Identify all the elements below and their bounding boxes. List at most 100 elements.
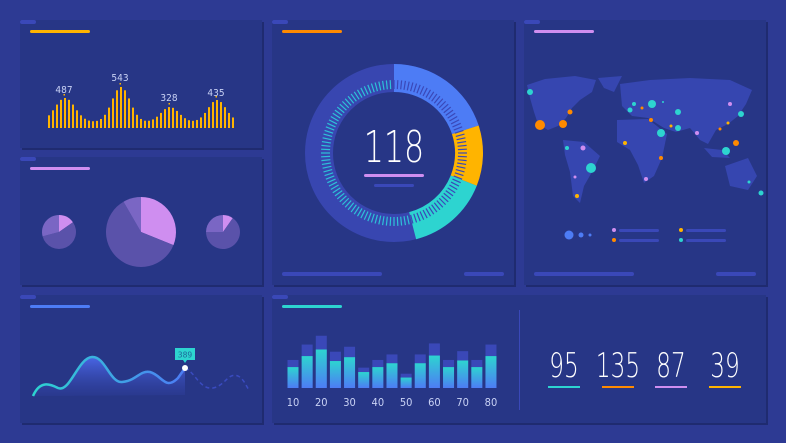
wave-bar	[80, 115, 82, 128]
donut-tick	[436, 98, 444, 106]
map-marker[interactable]	[718, 127, 722, 131]
bar-front	[457, 360, 469, 388]
map-marker[interactable]	[632, 102, 636, 106]
stat-value: 135	[596, 345, 640, 385]
donut-subline	[374, 184, 414, 187]
map-marker[interactable]	[640, 106, 644, 110]
donut-tick	[406, 215, 410, 225]
map-marker[interactable]	[758, 190, 764, 196]
map-marker[interactable]	[586, 163, 596, 173]
footer-bar	[716, 272, 756, 276]
wave-bar	[144, 120, 146, 128]
map-marker[interactable]	[733, 140, 739, 146]
wave-bar	[124, 90, 126, 128]
donut-tick	[332, 112, 341, 119]
wave-bar	[196, 119, 198, 128]
map-marker[interactable]	[573, 175, 577, 179]
bar-front	[315, 349, 327, 388]
map-marker[interactable]	[738, 111, 744, 117]
map-marker[interactable]	[675, 125, 681, 131]
map-marker[interactable]	[747, 180, 751, 184]
pie-slice	[206, 218, 240, 249]
donut-tick	[328, 181, 338, 187]
panel-menu-pill[interactable]	[20, 157, 36, 161]
map-marker[interactable]	[623, 141, 627, 145]
size-legend-dot	[588, 233, 592, 237]
donut-tick	[360, 87, 366, 97]
donut-tick	[447, 112, 456, 119]
pie-slice	[42, 222, 77, 250]
tooltip	[175, 348, 195, 360]
panel-menu-pill[interactable]	[272, 295, 288, 299]
donut-tick	[457, 140, 467, 144]
bar-front	[344, 357, 356, 388]
donut-tick	[456, 165, 466, 169]
donut-tick	[360, 209, 366, 219]
wave-bar	[72, 104, 74, 128]
map-marker[interactable]	[580, 145, 586, 151]
donut-tick	[406, 81, 410, 91]
wave-bar	[92, 121, 94, 128]
bar-front	[428, 355, 440, 388]
panel-menu-pill[interactable]	[20, 295, 36, 299]
donut-tick	[347, 202, 355, 211]
panel-menu-pill[interactable]	[524, 20, 540, 24]
wave-bar	[232, 117, 234, 128]
donut-tick	[363, 86, 369, 95]
map-marker[interactable]	[675, 109, 681, 115]
wave-bar	[148, 120, 150, 128]
map-marker[interactable]	[565, 146, 569, 150]
donut-tick	[449, 184, 458, 191]
map-marker[interactable]	[728, 102, 732, 106]
donut-tick	[413, 213, 418, 223]
map-marker[interactable]	[695, 131, 699, 135]
pie-slice	[42, 215, 59, 237]
donut-tick	[325, 175, 335, 180]
donut-tick	[381, 216, 385, 226]
current-point[interactable]	[182, 365, 188, 371]
donut-tick	[457, 159, 467, 162]
donut-tick	[336, 106, 345, 114]
map-marker[interactable]	[644, 177, 648, 181]
map-marker[interactable]	[648, 100, 656, 108]
map-marker[interactable]	[662, 101, 664, 103]
donut-tick	[431, 204, 438, 213]
map-markers	[527, 89, 764, 198]
map-marker[interactable]	[575, 194, 579, 198]
map-marker[interactable]	[649, 118, 653, 122]
map-marker[interactable]	[657, 129, 665, 137]
donut-tick	[330, 184, 339, 191]
wave-bar	[52, 110, 54, 128]
donut-tick	[431, 93, 438, 102]
panel-menu-pill[interactable]	[20, 20, 36, 24]
legend-dot	[679, 228, 683, 232]
legend-bar	[619, 229, 659, 232]
donut-tick	[367, 212, 372, 222]
map-marker[interactable]	[567, 109, 573, 115]
map-marker[interactable]	[659, 156, 663, 160]
panel-menu-pill[interactable]	[272, 20, 288, 24]
map-marker[interactable]	[535, 120, 545, 130]
peak-marker	[168, 103, 170, 105]
donut-tick	[350, 204, 357, 213]
wave-bar	[116, 90, 118, 128]
footer-bar	[282, 272, 382, 276]
map-marker[interactable]	[527, 89, 533, 95]
map-marker[interactable]	[669, 124, 673, 128]
map-marker[interactable]	[559, 120, 567, 128]
donut-tick	[323, 133, 333, 138]
panel-title-bar	[30, 30, 90, 33]
map-marker[interactable]	[722, 147, 730, 155]
wave-bar	[152, 119, 154, 128]
x-tick-label: 80	[485, 396, 498, 409]
map-marker[interactable]	[726, 121, 730, 125]
donut-tick	[356, 208, 363, 217]
pie-slice	[59, 215, 73, 232]
donut-tick	[452, 122, 461, 128]
x-tick-label: 10	[287, 396, 300, 409]
size-legend-dot	[564, 230, 574, 240]
donut-tick	[332, 187, 341, 194]
donut-tick	[325, 126, 335, 131]
map-marker[interactable]	[627, 107, 633, 113]
stat-value: 95	[549, 345, 578, 385]
